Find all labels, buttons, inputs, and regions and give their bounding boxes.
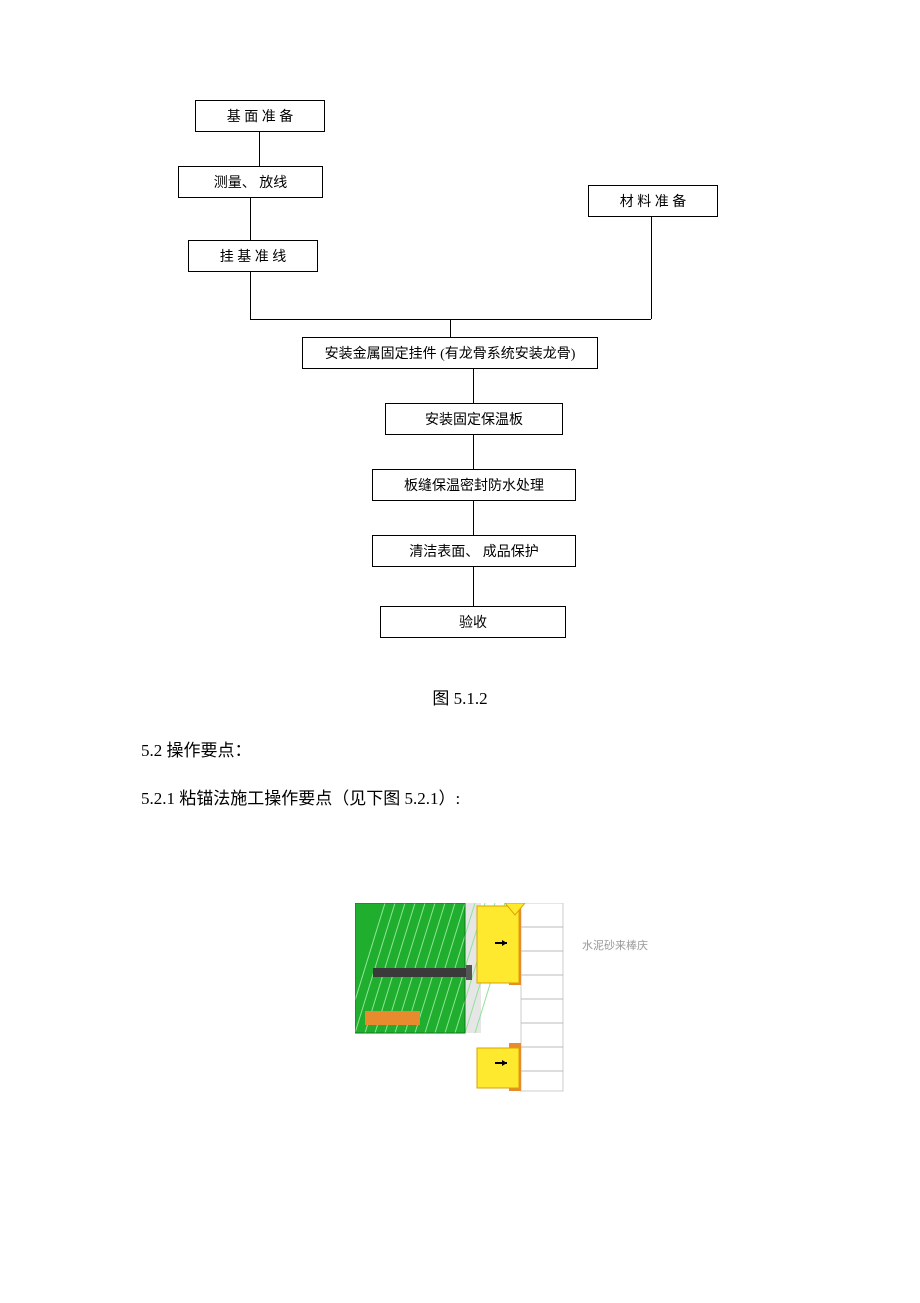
flowchart-512: 基 面 准 备测量、 放线挂 基 准 线 材 料 准 备安装金属固定挂件 (有龙骨… [0,100,920,660]
flow-connector [473,435,474,469]
flow-connector [473,369,474,403]
diagram-521 [355,903,565,1093]
flow-connector [250,319,450,320]
flow-connector [473,567,474,606]
page-container: 基 面 准 备测量、 放线挂 基 准 线 材 料 准 备安装金属固定挂件 (有龙骨… [0,0,920,1303]
flow-connector [473,501,474,535]
flow-node-n2: 测量、 放线 [178,166,323,198]
label-cement-mortar: 水泥砂来棒庆 [582,937,648,953]
diagram-521-svg [355,903,565,1093]
flow-node-n1: 基 面 准 备 [195,100,325,132]
flow-connector [250,272,251,319]
flow-connector [651,217,652,319]
flow-node-n3: 挂 基 准 线 [188,240,318,272]
flow-connector [450,319,451,337]
flow-node-n9: 验收 [380,606,566,638]
flow-node-n5: 安装金属固定挂件 (有龙骨系统安装龙骨) [302,337,598,369]
flow-node-n4: 材 料 准 备 [588,185,718,217]
heading-5-2-1: 5.2.1 粘锚法施工操作要点（见下图 5.2.1）: [141,784,460,809]
flow-connector [450,319,651,320]
flow-connector [250,198,251,240]
flow-connector [259,132,260,166]
heading-5-2: 5.2 操作要点： [141,736,252,761]
flow-node-n6: 安装固定保温板 [385,403,563,435]
flow-node-n7: 板缝保温密封防水处理 [372,469,576,501]
caption-fig-512: 图 5.1.2 [0,684,920,709]
flow-node-n8: 清洁表面、 成品保护 [372,535,576,567]
